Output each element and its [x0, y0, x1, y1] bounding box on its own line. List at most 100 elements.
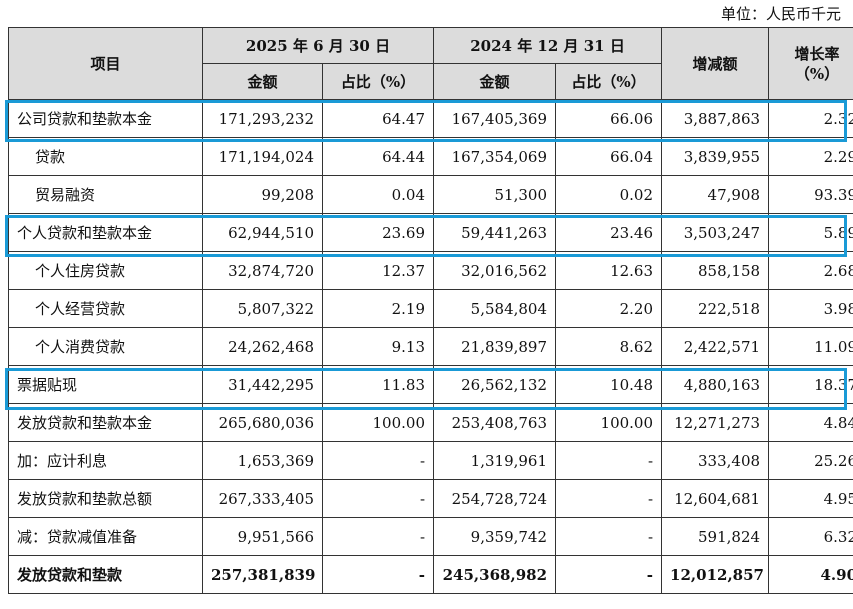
- row-label: 公司贷款和垫款本金: [8, 99, 203, 138]
- amount-2024: 253,408,763: [433, 403, 557, 442]
- header-item: 项目: [8, 27, 203, 100]
- share-2025: -: [321, 441, 435, 480]
- amount-2025: 62,944,510: [202, 213, 323, 252]
- growth-rate: 4.84: [768, 403, 853, 442]
- amount-2025: 257,381,839: [202, 555, 323, 594]
- share-2025: -: [321, 555, 435, 594]
- amount-2025: 9,951,566: [202, 517, 323, 556]
- amount-2024: 167,405,369: [433, 99, 557, 138]
- share-2024: -: [555, 517, 663, 556]
- amount-2024: 245,368,982: [433, 555, 557, 594]
- growth-rate: 2.29: [768, 137, 853, 176]
- table-row: 个人经营贷款 5,807,322 2.19 5,584,804 2.20 222…: [8, 289, 853, 328]
- amount-2024: 1,319,961: [433, 441, 557, 480]
- row-label: 票据贴现: [8, 365, 203, 404]
- growth-rate: 2.68: [768, 251, 853, 290]
- growth-rate: 93.39: [768, 175, 853, 214]
- share-2024: 66.06: [555, 99, 663, 138]
- share-2024: 10.48: [555, 365, 663, 404]
- header-share: 占比（%）: [555, 63, 663, 100]
- amount-2024: 32,016,562: [433, 251, 557, 290]
- table-row: 个人贷款和垫款本金 62,944,510 23.69 59,441,263 23…: [8, 213, 853, 252]
- change-amount: 2,422,571: [661, 327, 770, 366]
- amount-2025: 31,442,295: [202, 365, 323, 404]
- growth-rate: 25.26: [768, 441, 853, 480]
- share-2024: 66.04: [555, 137, 663, 176]
- amount-2024: 21,839,897: [433, 327, 557, 366]
- change-amount: 858,158: [661, 251, 770, 290]
- share-2024: -: [555, 555, 663, 594]
- table-row: 发放贷款和垫款总额 267,333,405 - 254,728,724 - 12…: [8, 479, 853, 518]
- share-2024: -: [555, 479, 663, 518]
- share-2024: 12.63: [555, 251, 663, 290]
- share-2025: -: [321, 479, 435, 518]
- growth-rate: 18.37: [768, 365, 853, 404]
- share-2024: 100.00: [555, 403, 663, 442]
- table-row: 减：贷款减值准备 9,951,566 - 9,359,742 - 591,824…: [8, 517, 853, 556]
- growth-rate: 6.32: [768, 517, 853, 556]
- share-2024: 8.62: [555, 327, 663, 366]
- amount-2024: 26,562,132: [433, 365, 557, 404]
- share-2025: 2.19: [321, 289, 435, 328]
- share-2025: 64.44: [321, 137, 435, 176]
- change-amount: 591,824: [661, 517, 770, 556]
- table-row: 贸易融资 99,208 0.04 51,300 0.02 47,908 93.3…: [8, 175, 853, 214]
- change-amount: 4,880,163: [661, 365, 770, 404]
- table-row: 个人消费贷款 24,262,468 9.13 21,839,897 8.62 2…: [8, 327, 853, 366]
- table-row-total: 发放贷款和垫款 257,381,839 - 245,368,982 - 12,0…: [8, 555, 853, 594]
- header-period-2025: 2025 年 6 月 30 日: [201, 27, 435, 64]
- row-label: 贷款: [8, 137, 203, 176]
- growth-rate: 11.09: [768, 327, 853, 366]
- amount-2025: 1,653,369: [202, 441, 323, 480]
- share-2025: 100.00: [321, 403, 435, 442]
- unit-note: 单位：人民币千元: [720, 5, 841, 23]
- growth-rate: 5.89: [768, 213, 853, 252]
- amount-2024: 5,584,804: [433, 289, 557, 328]
- row-label: 个人经营贷款: [8, 289, 203, 328]
- amount-2025: 32,874,720: [202, 251, 323, 290]
- growth-rate: 4.95: [768, 479, 853, 518]
- row-label: 发放贷款和垫款总额: [8, 479, 203, 518]
- table-row: 个人住房贷款 32,874,720 12.37 32,016,562 12.63…: [8, 251, 853, 290]
- row-label: 减：贷款减值准备: [8, 517, 203, 556]
- amount-2025: 171,293,232: [202, 99, 323, 138]
- header-amount: 金额: [433, 63, 557, 100]
- amount-2024: 254,728,724: [433, 479, 557, 518]
- share-2024: 23.46: [555, 213, 663, 252]
- change-amount: 12,012,857: [661, 555, 770, 594]
- header-change: 增减额: [661, 27, 770, 100]
- change-amount: 333,408: [661, 441, 770, 480]
- header-period-2024: 2024 年 12 月 31 日: [433, 27, 663, 64]
- change-amount: 3,503,247: [661, 213, 770, 252]
- row-label: 贸易融资: [8, 175, 203, 214]
- amount-2025: 265,680,036: [202, 403, 323, 442]
- row-label: 个人消费贷款: [8, 327, 203, 366]
- amount-2025: 99,208: [202, 175, 323, 214]
- row-label: 发放贷款和垫款: [8, 555, 203, 594]
- share-2024: 0.02: [555, 175, 663, 214]
- share-2024: 2.20: [555, 289, 663, 328]
- table-row: 贷款 171,194,024 64.44 167,354,069 66.04 3…: [8, 137, 853, 176]
- amount-2024: 9,359,742: [433, 517, 557, 556]
- change-amount: 3,887,863: [661, 99, 770, 138]
- header-share: 占比（%）: [321, 63, 435, 100]
- growth-rate: 3.98: [768, 289, 853, 328]
- amount-2024: 51,300: [433, 175, 557, 214]
- table-row: 票据贴现 31,442,295 11.83 26,562,132 10.48 4…: [8, 365, 853, 404]
- share-2025: 0.04: [321, 175, 435, 214]
- header-growth: 增长率（%）: [768, 27, 853, 100]
- amount-2024: 167,354,069: [433, 137, 557, 176]
- table-row: 加：应计利息 1,653,369 - 1,319,961 - 333,408 2…: [8, 441, 853, 480]
- row-label: 个人住房贷款: [8, 251, 203, 290]
- change-amount: 12,271,273: [661, 403, 770, 442]
- row-label: 个人贷款和垫款本金: [8, 213, 203, 252]
- share-2025: 12.37: [321, 251, 435, 290]
- change-amount: 47,908: [661, 175, 770, 214]
- header-amount: 金额: [202, 63, 323, 100]
- share-2025: 64.47: [321, 99, 435, 138]
- table-row: 公司贷款和垫款本金 171,293,232 64.47 167,405,369 …: [8, 99, 853, 138]
- change-amount: 222,518: [661, 289, 770, 328]
- change-amount: 12,604,681: [661, 479, 770, 518]
- row-label: 加：应计利息: [8, 441, 203, 480]
- share-2024: -: [555, 441, 663, 480]
